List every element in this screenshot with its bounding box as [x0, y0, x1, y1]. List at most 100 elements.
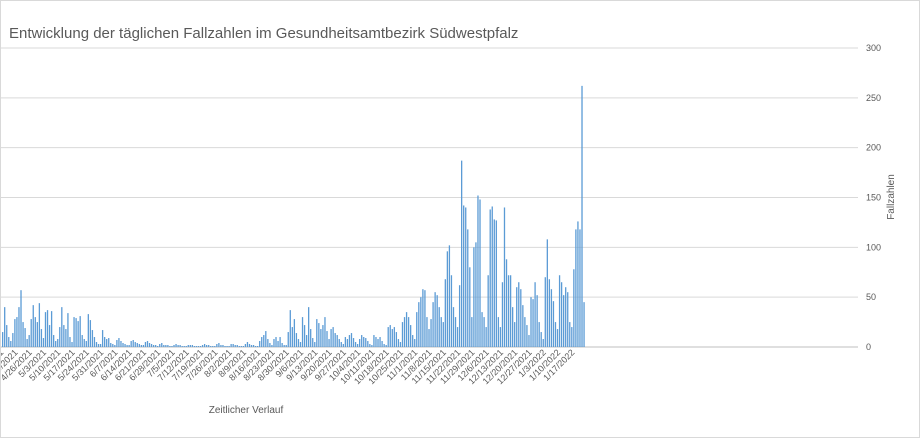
bar — [503, 207, 506, 347]
bar — [257, 346, 259, 347]
bar — [120, 341, 122, 347]
bar — [454, 317, 457, 347]
bar — [271, 345, 273, 347]
bar — [222, 345, 224, 347]
bar — [224, 346, 226, 347]
bar — [354, 342, 357, 347]
bar — [116, 340, 118, 347]
bar — [152, 345, 155, 347]
bar — [334, 333, 336, 347]
bar — [79, 316, 81, 347]
bar — [144, 342, 147, 347]
bar — [77, 321, 79, 347]
bar — [489, 209, 491, 347]
bar — [281, 343, 283, 347]
bar — [71, 342, 73, 347]
bar — [238, 346, 240, 347]
bar — [495, 220, 497, 347]
bar — [497, 317, 500, 347]
bar — [285, 345, 287, 347]
bar — [220, 345, 222, 347]
bar — [50, 311, 53, 347]
bar — [444, 279, 446, 347]
bar — [55, 341, 57, 347]
bar — [475, 242, 477, 347]
bar — [263, 335, 265, 347]
bar — [67, 313, 69, 347]
bar — [338, 339, 340, 347]
bar — [577, 221, 579, 347]
bar — [287, 332, 289, 347]
bar — [534, 282, 536, 347]
bar — [512, 307, 514, 347]
bar — [359, 339, 361, 347]
bar — [210, 346, 212, 347]
bar — [410, 325, 412, 347]
bar — [199, 346, 202, 347]
bar — [189, 345, 191, 347]
bar — [89, 320, 92, 347]
bar — [208, 345, 210, 347]
bar — [197, 346, 200, 347]
bar — [126, 345, 128, 347]
bar — [140, 345, 143, 347]
chart-title: Entwicklung der täglichen Fallzahlen im … — [9, 25, 519, 42]
bar — [118, 338, 120, 347]
bar — [14, 319, 16, 347]
bar — [267, 339, 269, 347]
bar — [132, 340, 134, 347]
bar — [365, 338, 367, 347]
x-axis-title: Zeitlicher Verlauf — [209, 405, 284, 416]
bar — [342, 344, 344, 347]
bar — [507, 275, 510, 347]
bar — [389, 325, 391, 347]
bar — [289, 310, 291, 347]
bar — [428, 329, 430, 347]
bar — [63, 325, 65, 347]
bar — [344, 337, 347, 347]
bar — [301, 317, 304, 347]
bar — [461, 160, 463, 347]
bar — [546, 239, 548, 347]
bar — [193, 346, 196, 347]
bar — [44, 312, 47, 347]
bar — [473, 247, 475, 347]
bar — [65, 329, 67, 347]
bar — [420, 297, 422, 347]
bar — [277, 341, 279, 347]
bar — [299, 342, 302, 347]
bar — [28, 335, 30, 347]
bar — [42, 338, 45, 347]
bar — [483, 317, 485, 347]
bar — [528, 335, 530, 347]
bar — [203, 344, 206, 347]
bar — [340, 342, 342, 347]
bar — [293, 319, 296, 347]
bar — [573, 269, 575, 347]
bar — [312, 338, 314, 347]
bar — [463, 205, 465, 347]
bar — [230, 344, 232, 347]
bar — [522, 305, 524, 347]
bar — [542, 339, 544, 347]
bar — [201, 345, 204, 347]
bar — [469, 267, 471, 347]
bar — [242, 346, 245, 347]
bar — [465, 207, 467, 347]
bar — [106, 339, 108, 347]
bar — [422, 289, 424, 347]
bar — [567, 292, 569, 347]
bar — [434, 292, 436, 347]
bar — [275, 337, 277, 347]
bar — [212, 346, 214, 347]
bar — [97, 344, 100, 347]
bar — [61, 307, 63, 347]
bar — [391, 329, 393, 347]
bar — [558, 275, 561, 347]
bar — [550, 289, 553, 347]
bar — [46, 310, 49, 347]
bar — [491, 206, 493, 347]
bar — [53, 335, 55, 347]
bar — [24, 328, 26, 347]
